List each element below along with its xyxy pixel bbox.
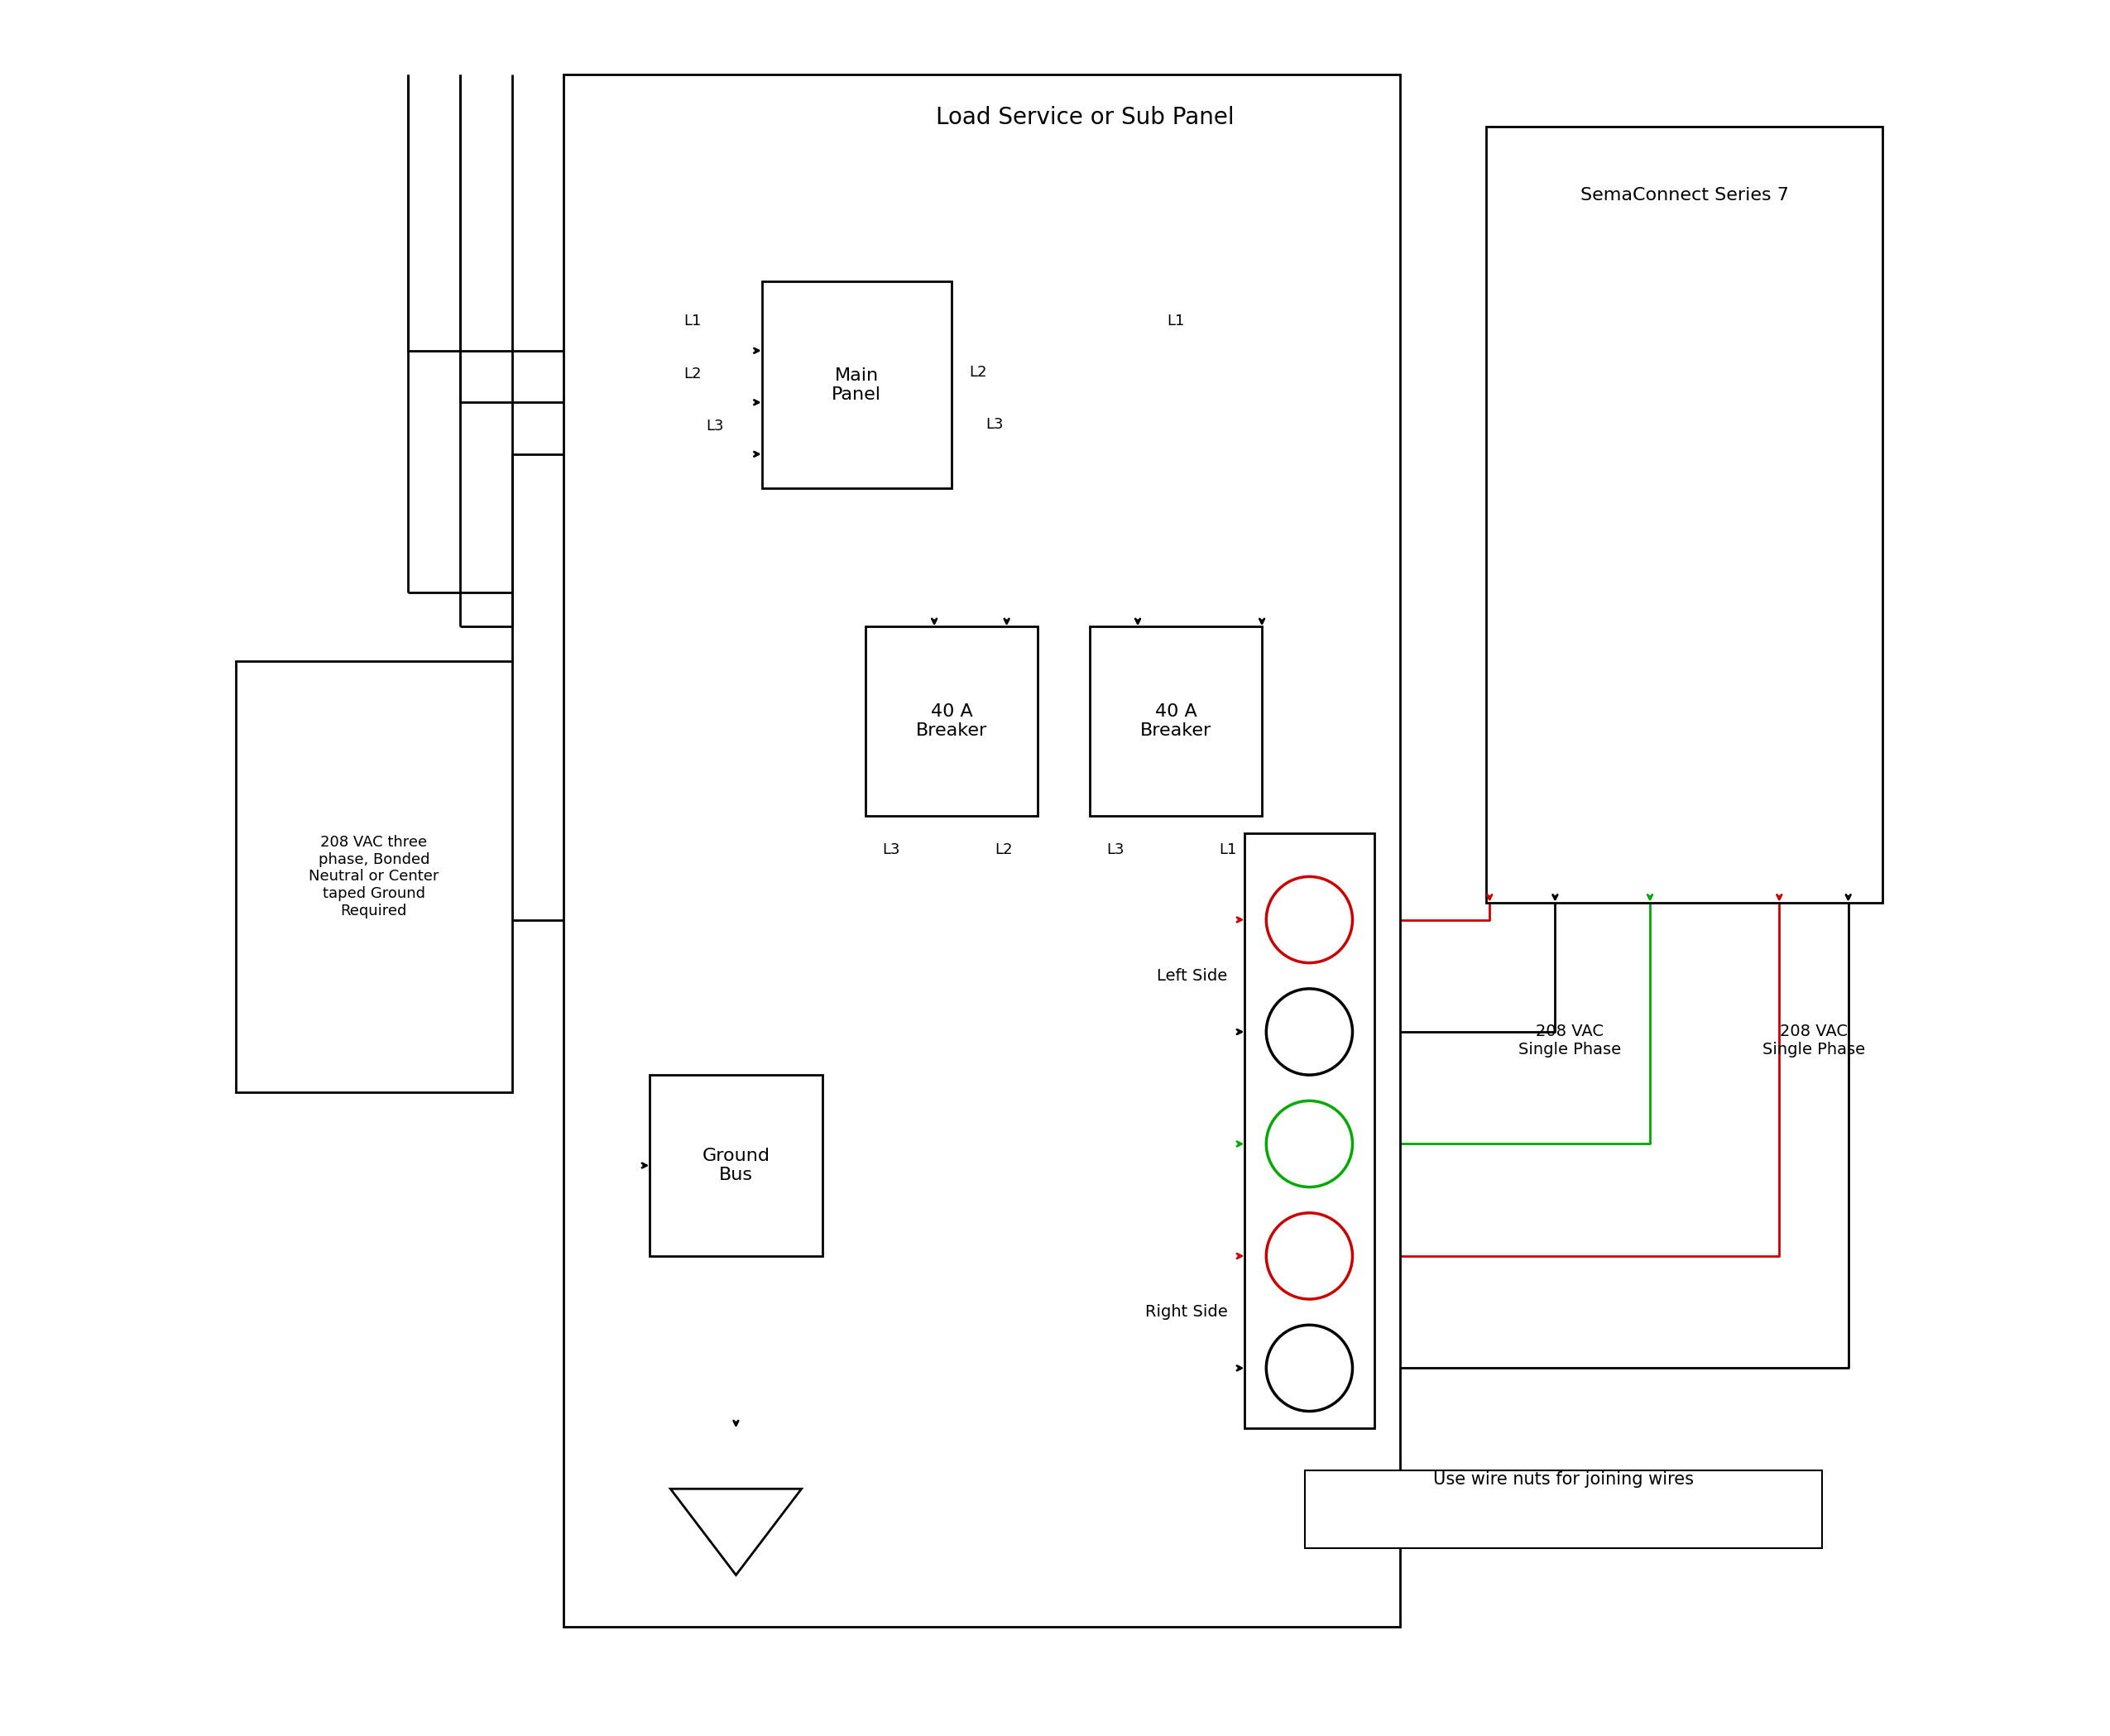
Bar	[563, 75, 1399, 1627]
Bar	[1245, 833, 1374, 1429]
Text: Main
Panel: Main Panel	[831, 368, 882, 403]
Text: 40 A
Breaker: 40 A Breaker	[916, 703, 987, 740]
Text: 208 VAC
Single Phase: 208 VAC Single Phase	[1519, 1023, 1620, 1057]
Text: L1: L1	[1220, 842, 1236, 858]
Text: L1: L1	[684, 312, 703, 328]
Text: L3: L3	[1106, 842, 1125, 858]
Bar	[865, 627, 1038, 816]
Text: L2: L2	[968, 365, 987, 380]
Text: Left Side: Left Side	[1156, 969, 1228, 984]
Bar	[1306, 1470, 1823, 1549]
Text: 208 VAC
Single Phase: 208 VAC Single Phase	[1762, 1023, 1865, 1057]
Text: L2: L2	[684, 366, 703, 382]
Text: Load Service or Sub Panel: Load Service or Sub Panel	[937, 106, 1234, 130]
Text: L3: L3	[985, 417, 1004, 432]
Text: L2: L2	[994, 842, 1013, 858]
Text: Ground
Bus: Ground Bus	[703, 1147, 770, 1184]
Text: Use wire nuts for joining wires: Use wire nuts for joining wires	[1433, 1472, 1694, 1488]
Bar	[1089, 627, 1262, 816]
Text: Right Side: Right Side	[1146, 1304, 1228, 1319]
Bar	[762, 281, 952, 488]
Text: 40 A
Breaker: 40 A Breaker	[1139, 703, 1211, 740]
Text: L3: L3	[882, 842, 899, 858]
Bar	[650, 1075, 823, 1257]
Text: 208 VAC three
phase, Bonded
Neutral or Center
taped Ground
Required: 208 VAC three phase, Bonded Neutral or C…	[308, 835, 439, 918]
Bar	[1485, 127, 1882, 903]
Bar	[236, 661, 513, 1092]
Text: L1: L1	[1167, 312, 1184, 328]
Text: SemaConnect Series 7: SemaConnect Series 7	[1580, 187, 1789, 203]
Text: L3: L3	[707, 418, 724, 434]
